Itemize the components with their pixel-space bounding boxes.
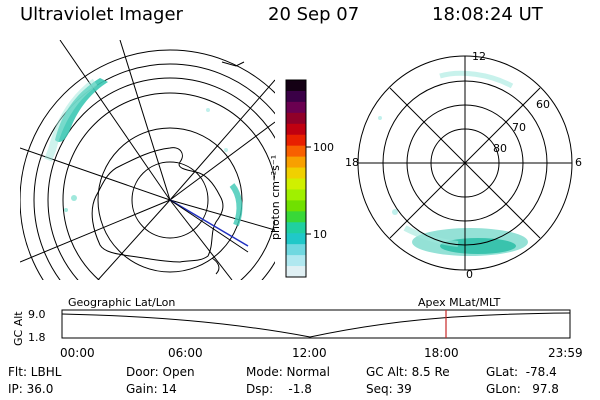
- colorbar-band: [286, 123, 306, 136]
- intensity-colorbar: 100 10 photon cm⁻²s⁻¹: [269, 79, 334, 278]
- mlat-label-60: 60: [536, 98, 550, 111]
- door-field: Door: Open: [126, 365, 195, 379]
- colorbar-band: [286, 266, 306, 278]
- colorbar-band: [286, 244, 306, 256]
- glon-field: GLon: 97.8: [486, 382, 559, 396]
- continent-outline: [91, 147, 224, 263]
- aurora-emission-left: [44, 78, 243, 227]
- colorbar-band: [286, 233, 306, 245]
- observation-date: 20 Sep 07: [268, 4, 360, 25]
- mlat-label-80: 80: [493, 142, 507, 155]
- colorbar-unit-label: photon cm⁻²s⁻¹: [269, 155, 282, 240]
- mlt-label-0: 0: [466, 268, 473, 281]
- colorbar-band: [286, 255, 306, 267]
- colorbar-band: [286, 189, 306, 201]
- instrument-title: Ultraviolet Imager: [20, 4, 183, 25]
- status-footer: Flt: LBHL IP: 36.0 Door: Open Gain: 14 M…: [8, 365, 559, 396]
- x-tick-0600: 06:00: [168, 346, 203, 360]
- gain-field: Gain: 14: [126, 382, 177, 396]
- y-tick-1.8: 1.8: [28, 331, 46, 344]
- colorbar-band: [286, 178, 306, 190]
- gc-alt-field: GC Alt: 8.5 Re: [366, 365, 450, 379]
- colorbar-band: [286, 90, 306, 103]
- mlt-polar-map: 12 18 6 0 60 70 80: [345, 50, 582, 281]
- spacecraft-track: [169, 199, 249, 247]
- colorbar-tick-10: 10: [313, 228, 327, 241]
- mlt-label-18: 18: [345, 156, 359, 169]
- mlat-label-70: 70: [512, 121, 526, 134]
- x-tick-0000: 00:00: [60, 346, 95, 360]
- mode-field: Mode: Normal: [246, 365, 330, 379]
- colorbar-band: [286, 156, 306, 169]
- glat-field: GLat: -78.4: [486, 365, 557, 379]
- colorbar-band: [286, 134, 306, 147]
- aurora-emission-right: [378, 70, 528, 256]
- y-axis-label: GC Alt: [12, 311, 25, 346]
- seq-field: Seq: 39: [366, 382, 412, 396]
- altitude-curve: [61, 312, 571, 338]
- right-map-label: Apex MLat/MLT: [418, 296, 501, 309]
- colorbar-band: [286, 200, 306, 212]
- colorbar-band: [286, 80, 306, 92]
- dsp-field: Dsp: -1.8: [246, 382, 312, 396]
- colorbar-band: [286, 211, 306, 223]
- mlt-label-6: 6: [575, 156, 582, 169]
- filter-field: Flt: LBHL: [8, 365, 62, 379]
- left-map-label: Geographic Lat/Lon: [68, 296, 175, 309]
- altitude-timeline: Geographic Lat/Lon Apex MLat/MLT GC Alt …: [12, 296, 583, 360]
- colorbar-band: [286, 222, 306, 234]
- colorbar-band: [286, 112, 306, 125]
- x-tick-2359: 23:59: [548, 346, 583, 360]
- ip-field: IP: 36.0: [8, 382, 53, 396]
- x-tick-1800: 18:00: [424, 346, 459, 360]
- colorbar-band: [286, 101, 306, 114]
- y-tick-9: 9.0: [28, 308, 46, 321]
- observation-time: 18:08:24 UT: [432, 4, 543, 25]
- geographic-map: [20, 40, 275, 280]
- x-tick-1200: 12:00: [292, 346, 327, 360]
- colorbar-band: [286, 145, 306, 158]
- mlt-label-12: 12: [472, 50, 486, 63]
- colorbar-tick-100: 100: [313, 141, 334, 154]
- colorbar-band: [286, 167, 306, 179]
